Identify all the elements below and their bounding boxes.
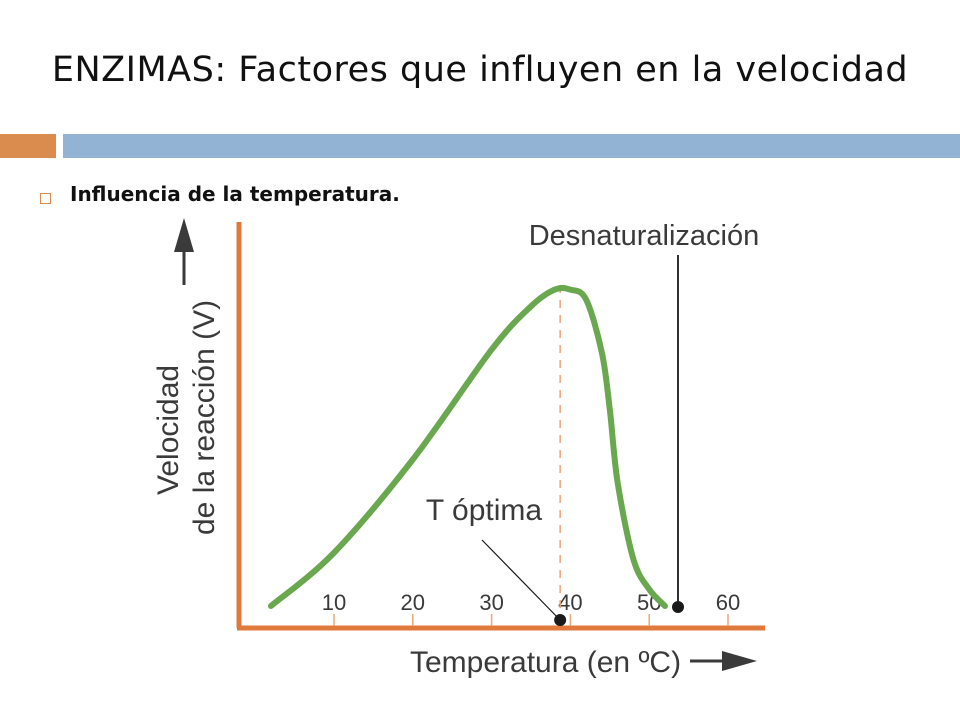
x-tick-label: 60	[716, 590, 740, 615]
x-tick-label: 40	[558, 590, 582, 615]
y-axis-label-line2: de la reacción (V)	[188, 300, 221, 535]
accent-bar-orange	[0, 134, 56, 158]
x-arrow-head-icon	[722, 651, 757, 671]
velocity-curve	[267, 284, 668, 610]
y-axis-label-line1: Velocidad	[152, 365, 185, 495]
bullet-square-icon	[40, 193, 51, 204]
denaturation-dot	[672, 601, 684, 613]
x-tick-label: 30	[479, 590, 503, 615]
x-tick-label: 10	[322, 590, 346, 615]
optimum-dot	[554, 614, 567, 626]
denaturation-label: Desnaturalización	[529, 220, 760, 252]
x-tick-label: 20	[401, 590, 425, 615]
bullet-text: Influencia de la temperatura.	[70, 182, 400, 206]
chart-annotations: T óptima Desnaturalización	[426, 220, 759, 626]
optimum-label: T óptima	[426, 494, 542, 527]
accent-bar-blue	[63, 134, 960, 158]
slide-title: ENZIMAS: Factores que influyen en la vel…	[51, 50, 909, 90]
chart-axes	[174, 218, 765, 671]
x-axis-label: Temperatura (en ºC)	[410, 646, 681, 679]
y-arrow-head-icon	[174, 218, 194, 252]
optimum-leader-line	[481, 539, 557, 617]
